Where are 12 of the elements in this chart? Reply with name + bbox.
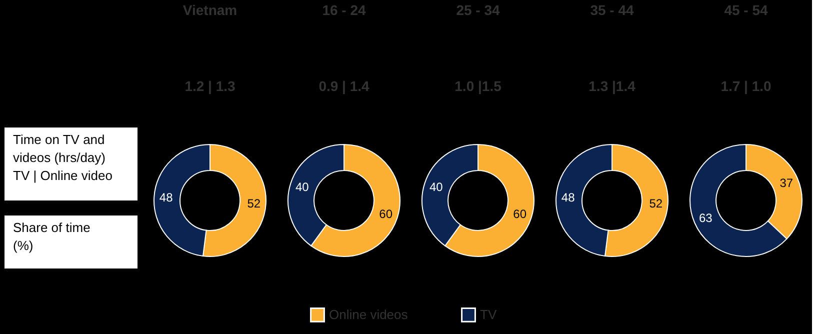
data-label: 60 (513, 207, 527, 222)
data-label: 60 (379, 207, 393, 222)
data-label: 52 (649, 196, 663, 210)
text: Share of time (%) (13, 220, 90, 253)
data-label: 63 (698, 210, 713, 225)
data-label: 52 (247, 196, 261, 210)
data-label: 40 (429, 180, 444, 194)
data-label: 48 (561, 190, 576, 205)
data-label: 37 (780, 176, 794, 190)
data-label: 48 (159, 190, 174, 205)
text: Time on TV and videos (hrs/day) TV | Online video (13, 132, 112, 183)
data-label: 40 (295, 180, 310, 194)
